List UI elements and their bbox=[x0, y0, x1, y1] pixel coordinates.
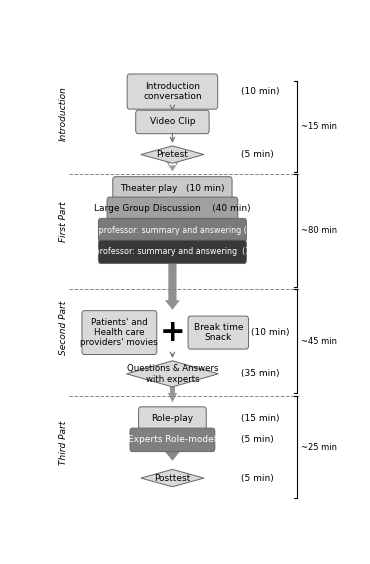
Text: Questions & Answers
with experts: Questions & Answers with experts bbox=[127, 364, 218, 384]
FancyBboxPatch shape bbox=[98, 218, 246, 242]
Text: Clinical professor: summary and answering (15 min): Clinical professor: summary and answerin… bbox=[67, 226, 278, 235]
Polygon shape bbox=[166, 162, 178, 171]
FancyBboxPatch shape bbox=[82, 311, 157, 355]
Text: Introduction
conversation: Introduction conversation bbox=[143, 82, 202, 102]
FancyBboxPatch shape bbox=[130, 428, 215, 452]
Text: Large Group Discussion    (40 min): Large Group Discussion (40 min) bbox=[94, 204, 251, 213]
FancyBboxPatch shape bbox=[139, 407, 206, 430]
Text: (35 min): (35 min) bbox=[241, 369, 280, 378]
Text: Introduction: Introduction bbox=[59, 86, 68, 140]
Text: (5 min): (5 min) bbox=[241, 150, 274, 159]
Polygon shape bbox=[141, 146, 204, 163]
Polygon shape bbox=[165, 448, 180, 461]
Text: First Part: First Part bbox=[59, 201, 68, 242]
Text: (5 min): (5 min) bbox=[241, 435, 274, 444]
FancyBboxPatch shape bbox=[127, 74, 218, 109]
Text: Patients' and
Health care
providers' movies: Patients' and Health care providers' mov… bbox=[81, 318, 158, 347]
Polygon shape bbox=[127, 361, 218, 387]
Polygon shape bbox=[168, 230, 177, 239]
FancyBboxPatch shape bbox=[98, 240, 246, 263]
Text: ~25 min: ~25 min bbox=[302, 443, 337, 452]
Polygon shape bbox=[165, 260, 180, 310]
Text: Pretest: Pretest bbox=[157, 150, 188, 159]
Polygon shape bbox=[141, 469, 204, 487]
Text: Break time
Snack: Break time Snack bbox=[194, 323, 243, 342]
Text: ~15 min: ~15 min bbox=[302, 122, 337, 131]
Polygon shape bbox=[168, 387, 177, 403]
Text: (10 min): (10 min) bbox=[251, 328, 290, 337]
Text: Posttest: Posttest bbox=[154, 474, 191, 483]
Text: Third Part: Third Part bbox=[59, 421, 68, 465]
Text: (10 min): (10 min) bbox=[241, 87, 280, 96]
Polygon shape bbox=[168, 418, 177, 428]
Text: Role-play: Role-play bbox=[151, 414, 194, 423]
Text: ~80 min: ~80 min bbox=[302, 226, 337, 235]
Polygon shape bbox=[168, 208, 177, 218]
Polygon shape bbox=[168, 187, 177, 197]
Text: Theater play   (10 min): Theater play (10 min) bbox=[120, 184, 225, 193]
Text: (5 min): (5 min) bbox=[241, 474, 274, 483]
FancyBboxPatch shape bbox=[107, 197, 238, 221]
Text: Second Part: Second Part bbox=[59, 301, 68, 355]
Text: Experts Role-model: Experts Role-model bbox=[128, 435, 216, 444]
FancyBboxPatch shape bbox=[113, 177, 232, 200]
FancyBboxPatch shape bbox=[136, 110, 209, 134]
Text: (15 min): (15 min) bbox=[241, 414, 280, 423]
Text: +: + bbox=[159, 318, 185, 347]
Text: ~45 min: ~45 min bbox=[302, 337, 337, 346]
Text: Video Clip: Video Clip bbox=[150, 117, 195, 126]
FancyBboxPatch shape bbox=[188, 316, 249, 349]
Text: Ethics professor: summary and answering  (15 min): Ethics professor: summary and answering … bbox=[68, 248, 276, 256]
